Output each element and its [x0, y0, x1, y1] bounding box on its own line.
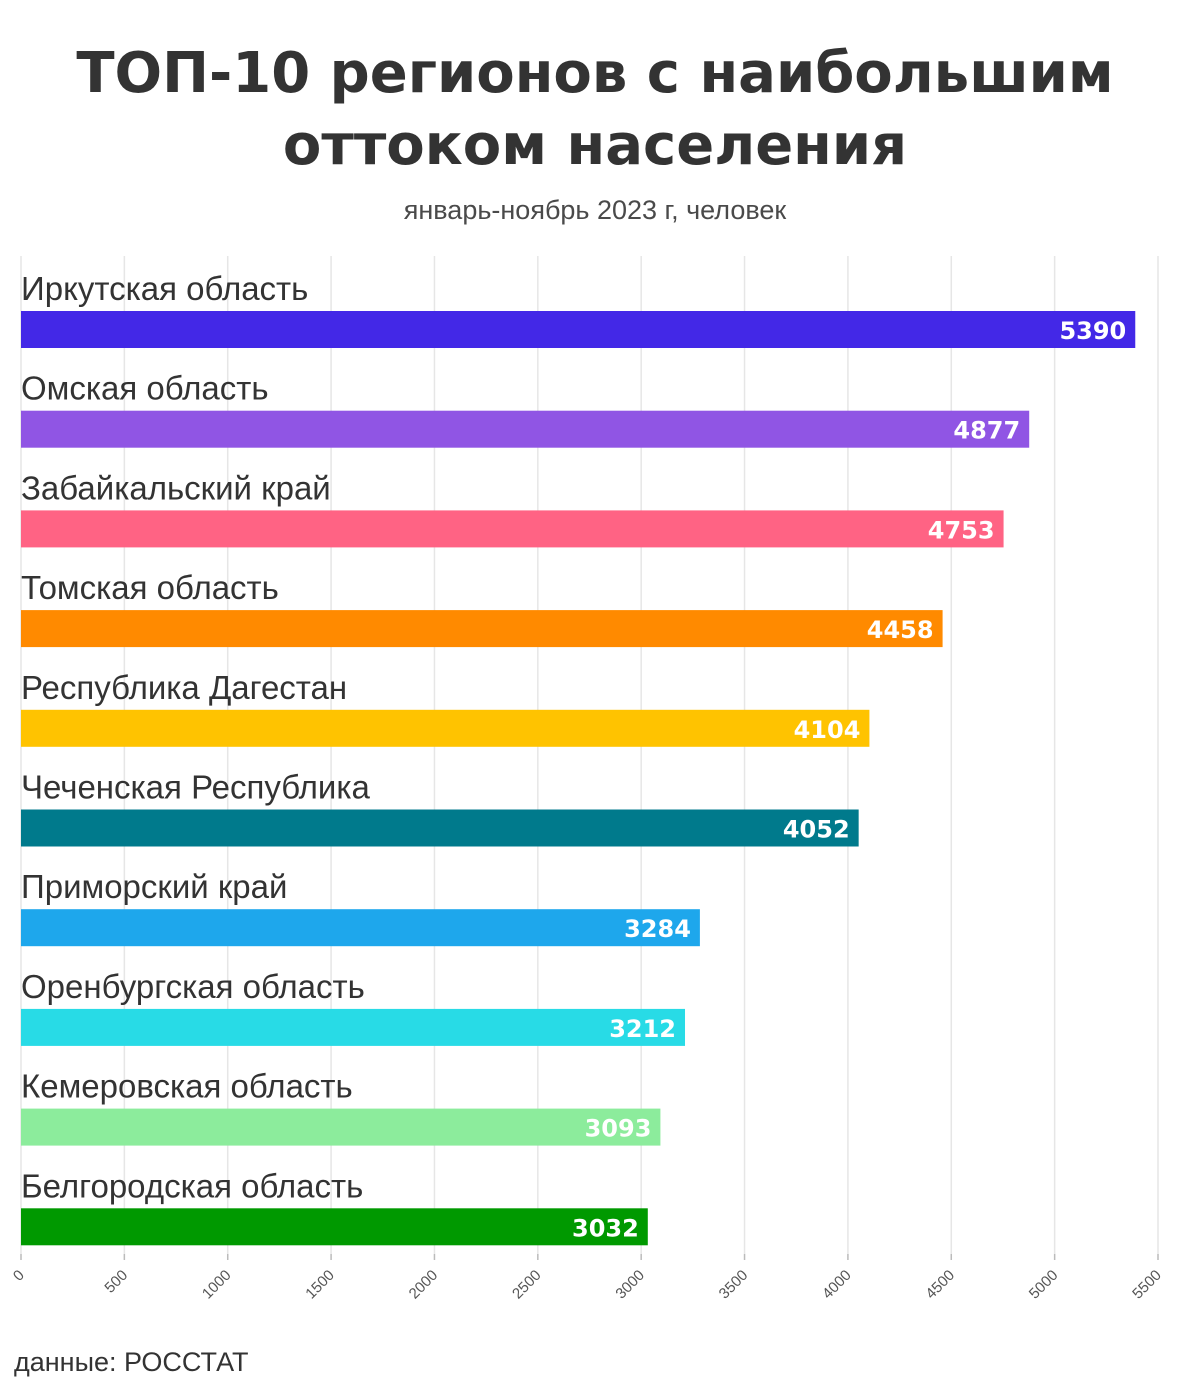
chart-title: ТОП-10 регионов с наибольшим оттоком нас… — [0, 38, 1190, 182]
bar-row: Томская область 4458 — [21, 569, 943, 648]
chart-subtitle: январь-ноябрь 2023 г, человек — [403, 195, 787, 225]
bar-row: Оренбургская область 3212 — [21, 968, 686, 1046]
bar-chart: Иркутская область 5390 Омская область 4877 З… — [10, 256, 1165, 1303]
bar-row: Омская область 4877 — [21, 370, 1030, 448]
bar — [21, 610, 943, 648]
x-tick-label: 5000 — [1026, 1267, 1062, 1303]
bar-value-label: 4753 — [928, 516, 995, 544]
x-axis-ticks: 0 500 1000 1500 2000 2500 3000 3500 4000 4500 5000… — [10, 1267, 1165, 1303]
x-tick-label: 3000 — [612, 1267, 648, 1303]
bar-row: Кемеровская область 3093 — [21, 1068, 661, 1146]
bar — [21, 410, 1030, 448]
x-tick-label: 500 — [101, 1267, 131, 1297]
bar-row: Забайкальский край 4753 — [21, 469, 1004, 548]
source-note: данные: РОССТАТ — [14, 1347, 249, 1377]
chart-title-line-1: ТОП-10 регионов с наибольшим — [76, 41, 1114, 106]
bar — [21, 510, 1004, 548]
chart-title-line-2: оттоком населения — [282, 113, 908, 178]
bar-row: Иркутская область 5390 — [21, 270, 1136, 348]
category-label: Забайкальский край — [21, 469, 331, 506]
category-label: Приморский край — [21, 868, 287, 905]
bar — [21, 1108, 661, 1146]
x-tick-label: 3500 — [716, 1267, 752, 1303]
category-label: Кемеровская область — [21, 1068, 353, 1105]
category-label: Иркутская область — [21, 270, 308, 307]
bar — [21, 1208, 648, 1246]
bar-row: Белгородская область 3032 — [21, 1167, 648, 1246]
x-tick-label: 2000 — [406, 1267, 442, 1303]
bars: Иркутская область 5390 Омская область 4877 З… — [21, 270, 1136, 1246]
bar-value-label: 4458 — [867, 616, 934, 644]
category-label: Белгородская область — [21, 1167, 363, 1204]
bar — [21, 311, 1136, 348]
bar-row: Чеченская Республика 4052 — [21, 769, 859, 847]
x-tick-label: 2500 — [509, 1267, 545, 1303]
category-label: Чеченская Республика — [21, 769, 370, 806]
x-tick-label: 1000 — [199, 1267, 235, 1303]
bar-value-label: 3032 — [572, 1214, 639, 1242]
bar-row: Приморский край 3284 — [21, 868, 700, 947]
bar-value-label: 3093 — [585, 1115, 652, 1143]
bar-value-label: 4104 — [794, 716, 861, 744]
category-label: Республика Дагестан — [21, 669, 347, 706]
bar — [21, 909, 700, 947]
bar-row: Республика Дагестан 4104 — [21, 669, 870, 747]
x-tick-label: 1500 — [302, 1267, 338, 1303]
bar-value-label: 4877 — [953, 417, 1020, 445]
bar-value-label: 3212 — [609, 1015, 676, 1043]
category-label: Томская область — [21, 569, 279, 606]
bar — [21, 709, 870, 747]
category-label: Оренбургская область — [21, 968, 365, 1005]
x-tick-label: 5500 — [1129, 1267, 1165, 1303]
bar-value-label: 4052 — [783, 816, 850, 844]
bar-value-label: 5390 — [1059, 317, 1126, 345]
bar-value-label: 3284 — [624, 915, 691, 943]
bar — [21, 1008, 686, 1046]
bar — [21, 809, 859, 847]
category-label: Омская область — [21, 370, 269, 407]
x-tick-label: 4500 — [922, 1267, 958, 1303]
x-tick-label: 0 — [10, 1267, 28, 1285]
x-tick-label: 4000 — [819, 1267, 855, 1303]
